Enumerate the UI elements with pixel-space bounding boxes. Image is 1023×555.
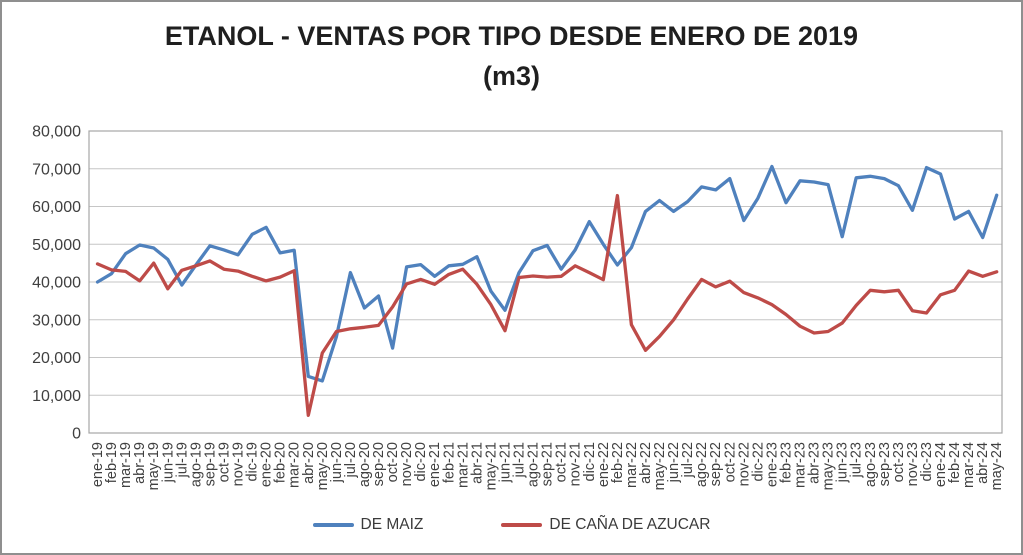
x-axis-tick-label: may-21 [483,442,499,490]
y-axis-tick-label: 60,000 [32,199,81,216]
x-axis-tick-label: abr-19 [132,442,148,484]
x-axis-tick-label: feb-22 [610,442,626,483]
x-axis-tick-label: oct-23 [891,442,907,482]
x-axis-tick-label: mar-24 [961,442,977,488]
chart-title: ETANOL - VENTAS POR TIPO DESDE ENERO DE … [2,16,1021,96]
x-axis-tick-label: jul-22 [680,442,696,478]
x-axis-tick-label: nov-22 [736,442,752,486]
cana-line-swatch [501,523,543,527]
chart-legend: DE MAIZ DE CAÑA DE AZUCAR [2,516,1021,534]
x-axis-tick-label: abr-23 [807,442,823,484]
y-axis-tick-label: 30,000 [32,312,81,329]
x-axis-tick-label: mar-23 [793,442,809,488]
x-axis-tick-label: jun-19 [160,442,176,483]
legend-label-de-cana-de-azucar: DE CAÑA DE AZUCAR [549,516,711,533]
series-line-de-maiz [95,164,999,383]
x-axis-tick-label: jul-20 [343,442,359,478]
y-axis-tick-label: 70,000 [32,161,81,178]
x-axis-tick-label: ago-23 [863,442,879,487]
x-axis-tick-label: ene-20 [259,442,275,487]
legend-item-de-cana-de-azucar: DE CAÑA DE AZUCAR [501,516,710,534]
y-axis-tick-label: 80,000 [32,124,81,141]
y-axis-tick-label: 50,000 [32,237,81,254]
x-axis-tick-label: jun-23 [835,442,851,483]
x-axis-tick-label: nov-21 [568,442,584,486]
x-axis-tick-label: nov-23 [905,442,921,486]
x-axis-tick-label: oct-20 [385,442,401,482]
x-axis-tick-label: oct-19 [216,442,232,482]
x-axis-tick-label: ene-23 [764,442,780,487]
x-axis-tick-label: ago-20 [357,442,373,487]
x-axis-tick-label: feb-21 [441,442,457,483]
x-axis-tick-label: dic-23 [919,442,935,482]
x-axis-tick-label: abr-24 [975,442,991,484]
x-axis-tick-label: dic-21 [582,442,598,482]
x-axis-tick-label: jun-21 [497,442,513,483]
x-axis-tick-label: may-23 [821,442,837,490]
x-axis-tick-label: ene-21 [427,442,443,487]
x-axis-tick-label: jul-23 [849,442,865,478]
y-axis-tick-label: 20,000 [32,350,81,367]
x-axis-tick-label: dic-19 [245,442,261,482]
x-axis-tick-label: dic-20 [413,442,429,482]
legend-item-de-maiz: DE MAIZ [312,516,424,534]
x-axis-tick-label: oct-21 [554,442,570,482]
x-axis-tick-label: abr-22 [638,442,654,484]
x-axis-tick-label: nov-19 [231,442,247,486]
x-axis-tick-label: feb-19 [104,442,120,483]
maiz-line-swatch [312,523,354,527]
x-axis-tick-label: jun-20 [329,442,345,483]
chart-title-line2: (m3) [482,61,540,91]
x-axis-tick-label: jul-21 [512,442,528,478]
x-axis-tick-label: may-20 [315,442,331,490]
x-axis-tick-label: may-22 [652,442,668,490]
x-axis-tick-label: sep-20 [371,442,387,486]
x-axis-tick-label: may-19 [146,442,162,490]
x-axis-tick-label: ago-21 [526,442,542,487]
x-axis-tick-label: mar-22 [624,442,640,488]
series-line-de-cana-de-azucar [95,193,999,417]
x-axis-tick-label: mar-21 [455,442,471,488]
x-axis-tick-label: oct-22 [722,442,738,482]
x-axis-tick-label: sep-19 [202,442,218,486]
x-axis-tick-label: jul-19 [174,442,190,478]
x-axis-tick-label: dic-22 [750,442,766,482]
y-axis-tick-label: 40,000 [32,275,81,292]
y-axis-tick-label: 0 [72,426,81,443]
x-axis-tick-label: feb-24 [947,442,963,483]
x-axis-tick-label: ene-22 [596,442,612,487]
x-axis-tick-label: ago-19 [188,442,204,487]
x-axis-tick-label: abr-21 [469,442,485,484]
x-axis-tick-label: ene-19 [90,442,106,487]
legend-label-de-maiz: DE MAIZ [360,516,424,533]
x-axis-tick-label: ago-22 [694,442,710,487]
x-axis-tick-label: jun-22 [666,442,682,483]
x-axis-tick-label: feb-20 [273,442,289,483]
x-axis-tick-label: sep-21 [540,442,556,486]
x-axis-tick-label: nov-20 [399,442,415,486]
x-axis-tick-label: feb-23 [778,442,794,483]
x-axis-tick-label: abr-20 [301,442,317,484]
x-axis-tick-label: may-24 [989,442,1005,490]
x-axis-tick-label: mar-20 [287,442,303,488]
y-axis-tick-label: 10,000 [32,388,81,405]
chart-title-line1: ETANOL - VENTAS POR TIPO DESDE ENERO DE … [164,21,859,51]
x-axis-tick-label: sep-23 [877,442,893,486]
x-axis-tick-label: ene-24 [933,442,949,487]
x-axis-tick-label: sep-22 [708,442,724,486]
x-axis-tick-label: mar-19 [118,442,134,488]
plot-border [88,130,1003,434]
